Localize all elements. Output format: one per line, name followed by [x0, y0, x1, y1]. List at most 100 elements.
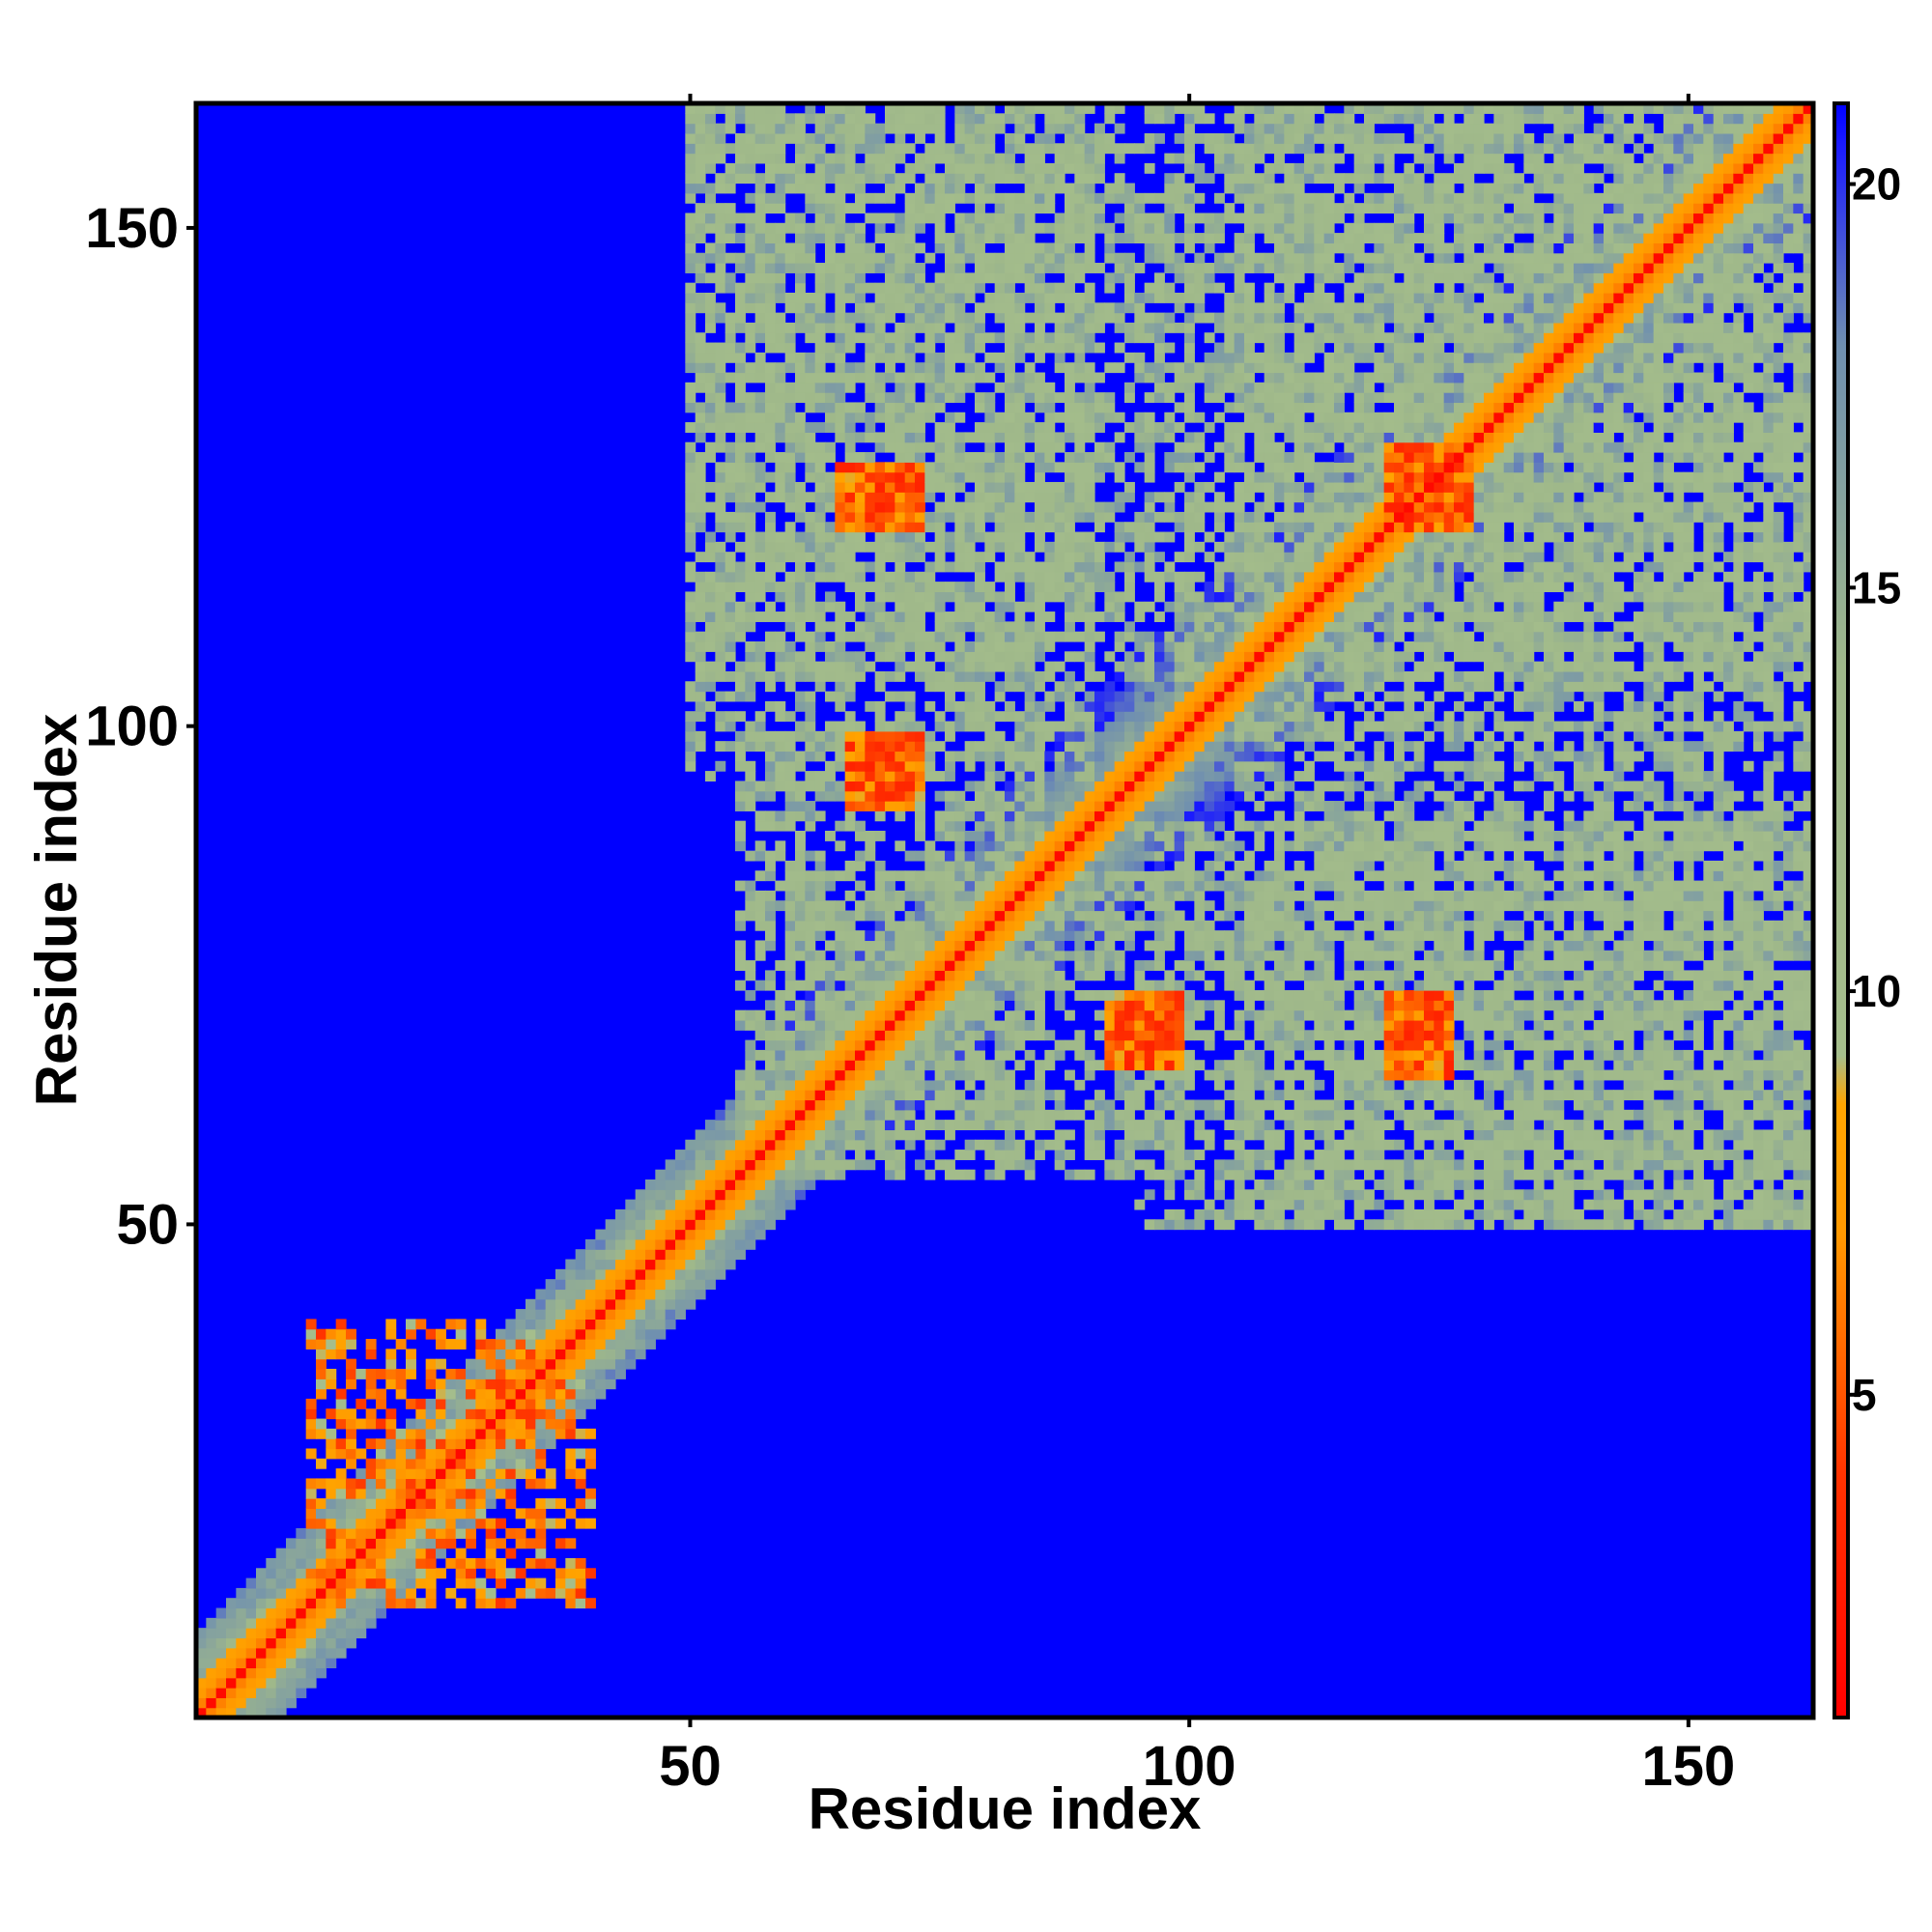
heatmap-cell [436, 1498, 446, 1509]
heatmap-cell [565, 1428, 577, 1439]
heatmap-cell [1124, 522, 1135, 533]
heatmap-cell [1114, 741, 1125, 753]
heatmap-cell [885, 1019, 895, 1031]
heatmap-cell [535, 1498, 547, 1509]
heatmap-cell [954, 352, 966, 363]
heatmap-cell [964, 1060, 976, 1071]
heatmap-cell [784, 990, 796, 1001]
heatmap-cell [346, 1528, 356, 1539]
heatmap-cell [655, 1179, 667, 1190]
heatmap-cell [984, 1019, 996, 1031]
heatmap-cell [994, 252, 1006, 264]
heatmap-cell [885, 910, 895, 922]
heatmap-cell [825, 1030, 836, 1041]
heatmap-cell [1094, 960, 1105, 971]
heatmap-cell [775, 492, 786, 503]
heatmap-cell [305, 1658, 317, 1669]
heatmap-cell [1024, 990, 1036, 1001]
heatmap-cell [855, 1099, 866, 1111]
heatmap-cell [1024, 730, 1036, 742]
heatmap-cell [1104, 691, 1116, 702]
heatmap-cell [1094, 781, 1105, 792]
heatmap-cell [326, 1628, 337, 1639]
heatmap-cell [256, 1688, 267, 1698]
heatmap-cell [765, 751, 776, 762]
heatmap-cell [984, 980, 996, 991]
heatmap-cell [964, 621, 976, 633]
heatmap-cell [365, 1568, 377, 1579]
heatmap-cell [1134, 810, 1146, 822]
heatmap-cell [1054, 781, 1065, 792]
heatmap-cell [784, 362, 796, 374]
heatmap-cell [615, 1319, 626, 1330]
heatmap-cell [874, 1090, 886, 1101]
heatmap-cell [825, 880, 836, 892]
heatmap-cell [1084, 132, 1095, 144]
heatmap-cell [984, 611, 996, 622]
heatmap-cell [305, 1647, 317, 1659]
heatmap-cell [945, 1099, 955, 1111]
heatmap-cell [475, 1319, 487, 1330]
heatmap-cell [754, 1159, 766, 1171]
heatmap-cell [605, 1268, 616, 1280]
heatmap-cells [196, 103, 1814, 1719]
heatmap-cell [475, 1518, 487, 1529]
heatmap-cell [754, 1229, 766, 1240]
heatmap-cell [915, 441, 925, 453]
heatmap-cell [1124, 252, 1135, 264]
heatmap-cell [775, 1139, 786, 1151]
heatmap-cell [954, 880, 966, 892]
heatmap-cell [575, 1428, 586, 1439]
heatmap-cell [466, 1508, 476, 1520]
heatmap-cell [775, 820, 786, 832]
heatmap-cell [775, 641, 786, 652]
heatmap-cell [575, 1468, 586, 1480]
heatmap-cell [1074, 432, 1086, 443]
heatmap-cell [1065, 751, 1075, 762]
heatmap-cell [425, 1368, 437, 1379]
heatmap-cell [745, 661, 756, 672]
heatmap-cell [754, 611, 766, 622]
heatmap-cell [1094, 900, 1105, 912]
heatmap-cell [365, 1587, 377, 1599]
heatmap-cell [1074, 781, 1086, 792]
heatmap-cell [1134, 820, 1146, 832]
heatmap-cell [895, 123, 906, 134]
heatmap-cell [874, 711, 886, 723]
heatmap-cell [526, 1518, 536, 1529]
heatmap-cell [1044, 830, 1056, 841]
heatmap-cell [735, 820, 746, 832]
heatmap-cell [994, 850, 1006, 862]
heatmap-cell [385, 1518, 397, 1529]
heatmap-cell [895, 1069, 906, 1081]
heatmap-cell [455, 1508, 467, 1520]
heatmap-cell [585, 1349, 596, 1360]
heatmap-cell [585, 1249, 596, 1261]
heatmap-cell [865, 730, 876, 742]
heatmap-cell [455, 1468, 467, 1480]
heatmap-cell [805, 940, 816, 952]
heatmap-cell [765, 1049, 776, 1061]
heatmap-cell [814, 1039, 826, 1051]
heatmap-cell [545, 1478, 556, 1490]
heatmap-cell [915, 462, 925, 473]
heatmap-cell [685, 213, 696, 224]
heatmap-cell [994, 930, 1006, 942]
heatmap-cell [994, 920, 1006, 931]
heatmap-cell [735, 661, 746, 672]
heatmap-cell [355, 1607, 367, 1619]
heatmap-cell [655, 1259, 667, 1270]
heatmap-cell [1114, 591, 1125, 603]
heatmap-cell [964, 233, 976, 243]
heatmap-cell [814, 312, 826, 324]
heatmap-cell [745, 601, 756, 612]
heatmap-cell [1024, 203, 1036, 214]
heatmap-cell [865, 162, 876, 174]
heatmap-cell [885, 582, 895, 593]
heatmap-cell [964, 582, 976, 593]
heatmap-cell [825, 920, 836, 931]
heatmap-cell [1074, 412, 1086, 423]
heatmap-cell [266, 1707, 277, 1719]
heatmap-cell [835, 741, 846, 753]
heatmap-cell [895, 153, 906, 164]
